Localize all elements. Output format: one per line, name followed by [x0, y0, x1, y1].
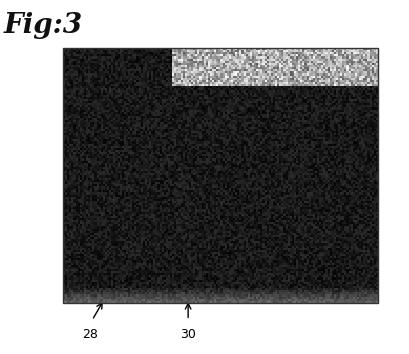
- Text: 30: 30: [180, 328, 196, 341]
- Text: Fig:3: Fig:3: [4, 12, 83, 39]
- Text: 28: 28: [82, 328, 98, 341]
